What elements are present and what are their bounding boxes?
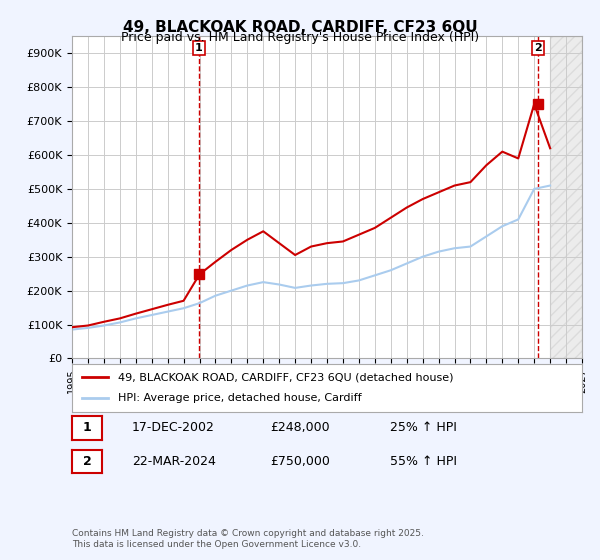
Text: 17-DEC-2002: 17-DEC-2002 [132,421,215,435]
Text: 22-MAR-2024: 22-MAR-2024 [132,455,216,468]
Text: 49, BLACKOAK ROAD, CARDIFF, CF23 6QU (detached house): 49, BLACKOAK ROAD, CARDIFF, CF23 6QU (de… [118,372,454,382]
Text: Contains HM Land Registry data © Crown copyright and database right 2025.
This d: Contains HM Land Registry data © Crown c… [72,529,424,549]
Text: 2: 2 [534,43,542,53]
Text: 1: 1 [83,421,91,435]
Text: 55% ↑ HPI: 55% ↑ HPI [390,455,457,468]
Text: 2: 2 [83,455,91,468]
Text: HPI: Average price, detached house, Cardiff: HPI: Average price, detached house, Card… [118,393,362,403]
Text: Price paid vs. HM Land Registry's House Price Index (HPI): Price paid vs. HM Land Registry's House … [121,31,479,44]
Text: £750,000: £750,000 [270,455,330,468]
Text: 1: 1 [195,43,203,53]
Text: 49, BLACKOAK ROAD, CARDIFF, CF23 6QU: 49, BLACKOAK ROAD, CARDIFF, CF23 6QU [122,20,478,35]
Bar [550,36,582,358]
Text: £248,000: £248,000 [270,421,329,435]
Text: 25% ↑ HPI: 25% ↑ HPI [390,421,457,435]
